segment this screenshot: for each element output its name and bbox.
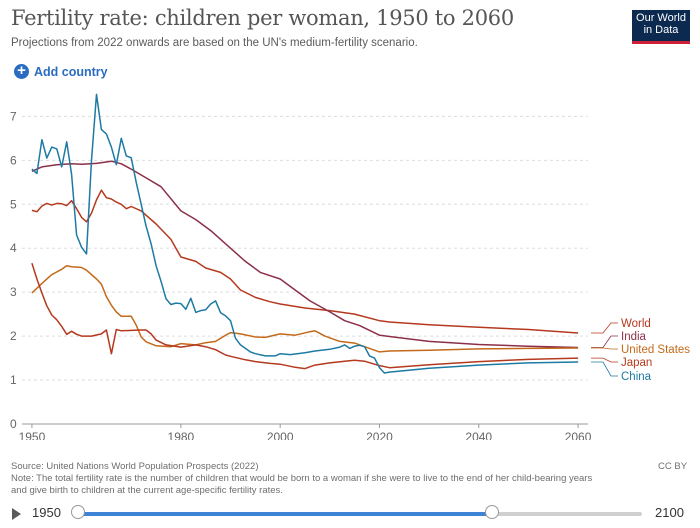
x-tick-label: 2020 <box>366 430 393 440</box>
timeline-selected-range <box>78 512 492 516</box>
source-text: Source: United Nations World Population … <box>11 461 259 472</box>
series-line-japan[interactable] <box>31 262 579 370</box>
legend-connector <box>591 361 618 377</box>
series-layer <box>31 93 579 374</box>
series-line-india[interactable] <box>31 160 579 349</box>
fertility-line-chart: 0 1 2 3 4 5 6 7 1950 1980 2000 2020 2040 2060 WorldIn… <box>10 93 690 440</box>
y-tick-label: 3 <box>10 285 17 299</box>
logo-line-1: Our World <box>636 12 686 24</box>
legend-label-india[interactable]: India <box>621 331 647 343</box>
y-tick-label: 5 <box>10 197 17 211</box>
chart-title: Fertility rate: children per woman, 1950… <box>11 6 514 30</box>
legend-label-japan[interactable]: Japan <box>621 357 652 369</box>
legend-connector <box>591 335 618 348</box>
x-tick-label: 1980 <box>168 430 195 440</box>
legend-label-china[interactable]: China <box>621 371 652 383</box>
y-tick-label: 7 <box>10 109 17 123</box>
timeline-end-label: 2100 <box>655 505 684 520</box>
play-icon[interactable] <box>12 508 21 520</box>
chart-subtitle: Projections from 2022 onwards are based … <box>11 37 418 49</box>
add-country-label: Add country <box>34 64 108 79</box>
legend-connector <box>591 322 618 334</box>
x-tick-label: 2060 <box>565 430 592 440</box>
y-tick-label: 6 <box>10 153 17 167</box>
grid-layer <box>22 115 588 381</box>
timeline-start-label: 1950 <box>32 505 61 520</box>
axis-layer: 0 1 2 3 4 5 6 7 1950 1980 2000 2020 2040 2060 <box>10 109 592 440</box>
x-tick-label: 2040 <box>465 430 492 440</box>
legend-label-united-states[interactable]: United States <box>621 344 690 356</box>
series-line-world[interactable] <box>31 189 579 334</box>
y-tick-label: 0 <box>10 417 17 431</box>
x-tick-label: 1950 <box>19 430 46 440</box>
legend-connector <box>591 347 618 350</box>
legend-label-world[interactable]: World <box>621 318 651 330</box>
y-tick-label: 1 <box>10 373 17 387</box>
note-line-2: and give birth to children at the curren… <box>11 485 283 496</box>
legend-connector <box>591 357 618 363</box>
timeline-start-handle[interactable] <box>71 505 85 519</box>
license-text[interactable]: CC BY <box>658 461 688 472</box>
note-line-1: Note: The total fertility rate is the nu… <box>11 473 593 484</box>
y-tick-label: 4 <box>10 241 17 255</box>
x-tick-label: 2000 <box>267 430 294 440</box>
add-country-button[interactable]: + Add country <box>14 63 108 79</box>
owid-logo[interactable]: Our World in Data <box>632 10 690 44</box>
timeline-track[interactable] <box>78 512 642 516</box>
logo-line-2: in Data <box>643 24 679 36</box>
y-tick-label: 2 <box>10 329 17 343</box>
plus-circle-icon: + <box>14 63 29 79</box>
timeline-end-handle[interactable] <box>484 505 499 519</box>
series-line-china[interactable] <box>31 93 579 374</box>
